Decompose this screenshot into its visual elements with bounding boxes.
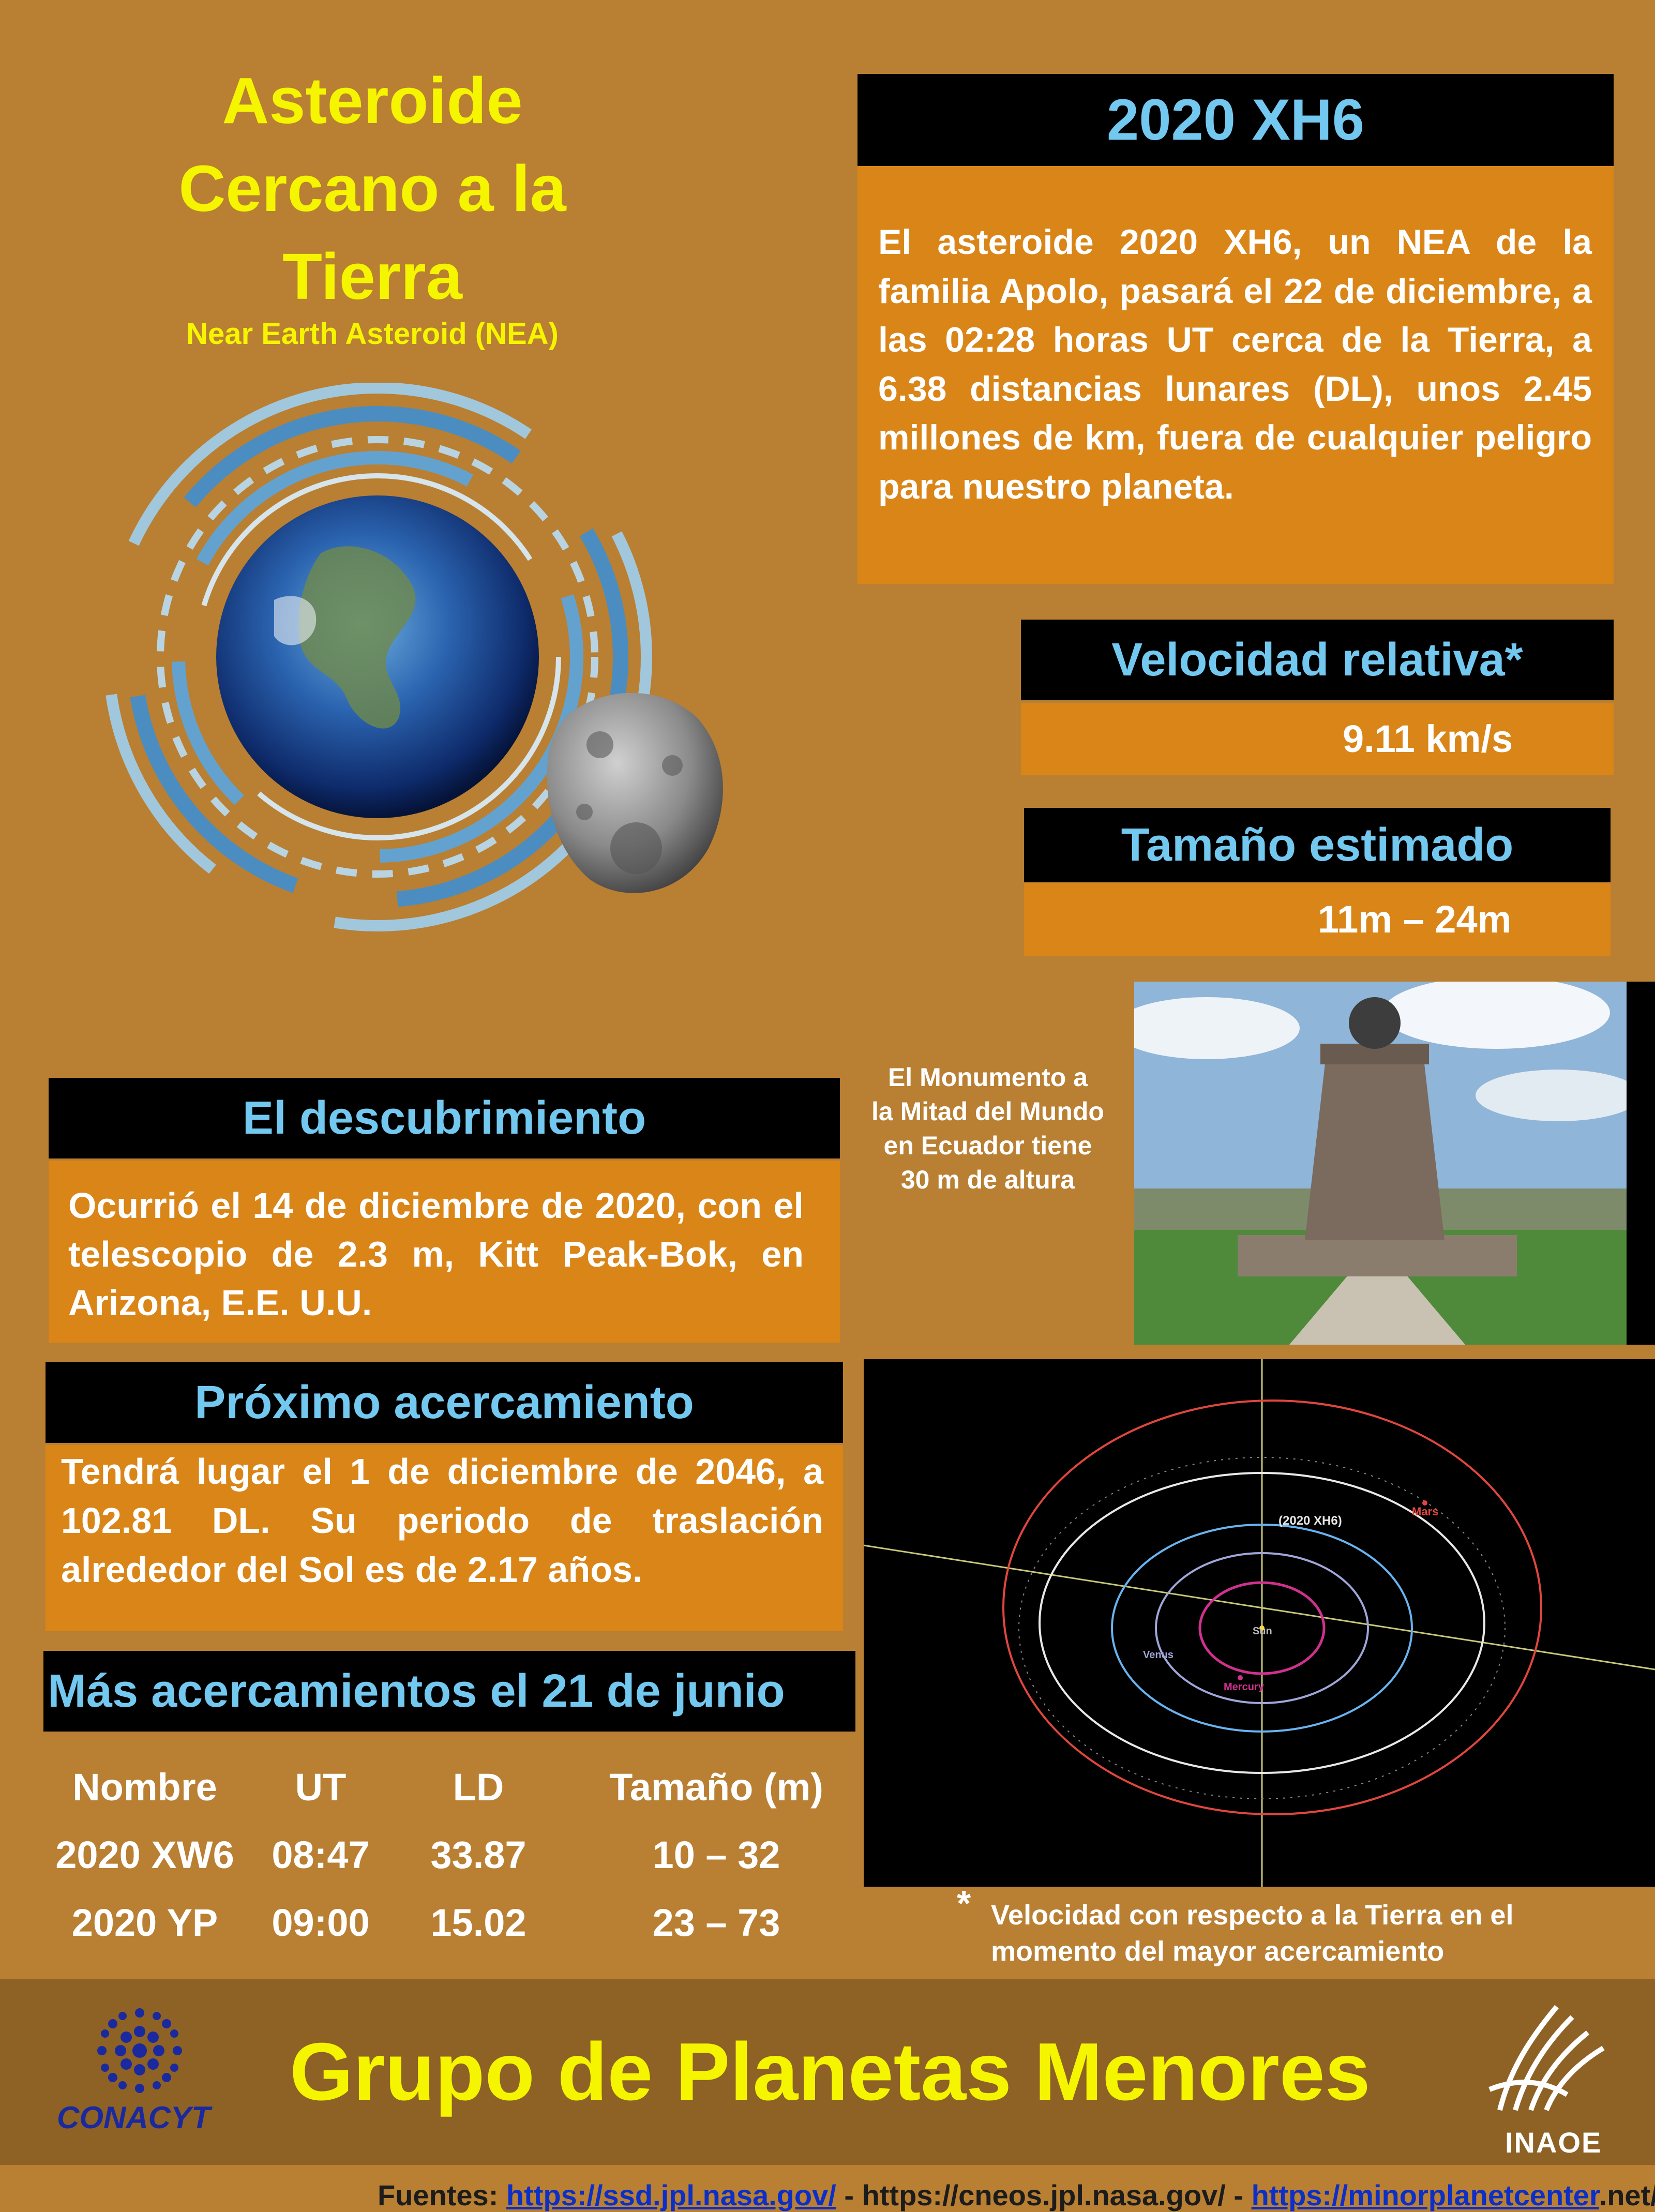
mars-label: Mars xyxy=(1412,1505,1438,1518)
title-line-1: Asteroide xyxy=(222,64,523,137)
venus-orbit xyxy=(1155,1552,1369,1704)
approaches-table: Nombre UT LD Tamaño (m) 2020 XW6 08:47 3… xyxy=(47,1753,874,1957)
group-name: Grupo de Planetas Menores xyxy=(290,2026,1371,2117)
venus-label: Venus xyxy=(1143,1649,1173,1661)
size-value: 11m – 24m xyxy=(1318,898,1512,941)
discovery-heading: El descubrimiento xyxy=(49,1078,840,1158)
column-header: Nombre xyxy=(72,1766,217,1809)
title-line-2: Cercano a la xyxy=(178,152,566,225)
footer-band xyxy=(0,1979,1655,2165)
sun-marker xyxy=(1259,1626,1265,1631)
footnote-line-1: Velocidad con respecto a la Tierra en el xyxy=(991,1900,1514,1931)
poster-title: Asteroide Cercano a la Tierra xyxy=(119,57,626,321)
column-header: UT xyxy=(295,1766,347,1809)
poster-subtitle: Near Earth Asteroid (NEA) xyxy=(186,317,559,351)
table-cell: 09:00 xyxy=(272,1901,370,1944)
table-cell: 15.02 xyxy=(430,1901,526,1944)
monument-caption: El Monumento a la Mitad del Mundo en Ecu… xyxy=(848,1060,1127,1197)
mars-orbit xyxy=(1002,1400,1542,1815)
earth-orbit xyxy=(1111,1524,1413,1733)
title-line-3: Tierra xyxy=(282,240,462,313)
velocity-value: 9.11 km/s xyxy=(1343,717,1513,760)
mercury-orbit xyxy=(1198,1581,1326,1675)
table-cell: 2020 YP xyxy=(71,1901,218,1944)
asteroid-label: (2020 XH6) xyxy=(1278,1514,1342,1528)
discovery-text: Ocurrió el 14 de diciembre de 2020, con … xyxy=(49,1161,840,1343)
sources-separator: - https://cneos.jpl.nasa.gov/ - xyxy=(836,2179,1252,2211)
sources-prefix: Fuentes: xyxy=(378,2179,499,2211)
table-row: 2020 XW6 08:47 33.87 10 – 32 xyxy=(47,1821,874,1889)
column-header: Tamaño (m) xyxy=(609,1766,823,1809)
velocity-panel: 9.11 km/s xyxy=(1021,703,1614,775)
sources-line: Fuentes: https://ssd.jpl.nasa.gov/ - htt… xyxy=(378,2178,1655,2212)
footnote-line-2: momento del mayor acercamiento xyxy=(991,1936,1445,1967)
conacyt-logo-icon xyxy=(97,2008,182,2093)
sources-suffix: .net/ xyxy=(1599,2179,1655,2211)
caption-line-4: 30 m de altura xyxy=(900,1165,1075,1194)
table-cell: 10 – 32 xyxy=(652,1833,780,1876)
velocity-heading: Velocidad relativa* xyxy=(1021,620,1614,700)
asteroid-name-heading: 2020 XH6 xyxy=(857,74,1614,166)
asteroid-rock xyxy=(547,693,723,893)
table-cell: 08:47 xyxy=(272,1833,370,1876)
column-header: LD xyxy=(453,1766,504,1809)
sun-label: Sun xyxy=(1253,1626,1272,1637)
monument-photo xyxy=(1134,982,1627,1345)
mercury-label: Mercury xyxy=(1224,1681,1265,1693)
ring-arcs xyxy=(103,383,652,931)
earth-asteroid-illustration xyxy=(103,383,723,931)
footnote: Velocidad con respecto a la Tierra en el… xyxy=(991,1897,1612,1969)
mars-marker xyxy=(1422,1500,1427,1506)
table-cell: 2020 XW6 xyxy=(55,1833,234,1876)
size-heading: Tamaño estimado xyxy=(1024,808,1611,882)
footnote-star: * xyxy=(957,1883,971,1923)
ssd-jpl-link[interactable]: https://ssd.jpl.nasa.gov/ xyxy=(506,2179,836,2211)
size-panel: 11m – 24m xyxy=(1024,883,1611,956)
table-row: 2020 YP 09:00 15.02 23 – 73 xyxy=(47,1889,874,1957)
table-header-row: Nombre UT LD Tamaño (m) xyxy=(47,1753,874,1821)
orbit-diagram: (2020 XH6) Mars Sun Venus Mercury xyxy=(863,1359,1655,1887)
asteroid-description: El asteroide 2020 XH6, un NEA de la fami… xyxy=(857,166,1614,584)
mercury-marker xyxy=(1238,1675,1243,1680)
caption-line-1: El Monumento a xyxy=(887,1063,1088,1092)
photo-border xyxy=(1627,982,1655,1345)
asteroid-orbit-shadow xyxy=(1018,1457,1506,1799)
inaoe-logo-icon xyxy=(1488,2005,1605,2111)
asteroid-orbit xyxy=(1039,1472,1485,1774)
inaoe-logo-text: INAOE xyxy=(1505,2126,1602,2159)
table-cell: 23 – 73 xyxy=(652,1901,780,1944)
table-cell: 33.87 xyxy=(430,1833,526,1876)
next-approach-heading: Próximo acercamiento xyxy=(46,1362,843,1443)
conacyt-logo-text: CONACYT xyxy=(57,2100,210,2135)
next-approach-text: Tendrá lugar el 1 de diciembre de 2046, … xyxy=(46,1445,843,1631)
more-approaches-heading: Más acercamientos el 21 de junio xyxy=(43,1651,855,1732)
caption-line-3: en Ecuador tiene xyxy=(883,1131,1092,1160)
minorplanetcenter-link[interactable]: https://minorplanetcenter xyxy=(1251,2179,1599,2211)
caption-line-2: la Mitad del Mundo xyxy=(871,1097,1104,1126)
